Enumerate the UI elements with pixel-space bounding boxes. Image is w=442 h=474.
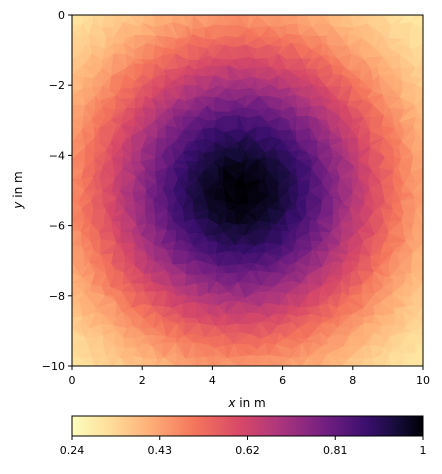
- x-tick-label: 8: [349, 374, 356, 387]
- colorbar-tick-label: 0.62: [235, 444, 260, 457]
- mesh-triangle: [410, 15, 423, 23]
- mesh-triangle: [248, 15, 258, 29]
- mesh-triangle: [121, 15, 133, 23]
- mesh-triangle: [265, 15, 282, 27]
- colorbar-tick-label: 0.43: [148, 444, 173, 457]
- colorbar-tick-label: 0.81: [323, 444, 348, 457]
- mesh-triangle: [366, 15, 385, 25]
- x-tick-label: 2: [139, 374, 146, 387]
- x-tick-label: 0: [69, 374, 76, 387]
- y-axis-label: y in m: [11, 171, 25, 209]
- mesh-triangle: [164, 15, 175, 25]
- mesh-triangle: [142, 15, 156, 24]
- x-tick-label: 4: [209, 374, 216, 387]
- mesh-triangle: [327, 15, 344, 26]
- mesh-triangle: [306, 15, 323, 28]
- plot-area: [72, 15, 423, 366]
- colorbar-gradient: [71, 415, 424, 437]
- mesh-triangle: [82, 15, 95, 25]
- x-tick-label: 10: [416, 374, 430, 387]
- colorbar-ticks: 0.24 0.43 0.62 0.81 1: [60, 436, 427, 457]
- y-tick-label: −4: [49, 149, 65, 162]
- mesh-triangle: [284, 15, 299, 26]
- y-tick-label: −6: [49, 220, 65, 233]
- mesh-triangle: [390, 15, 407, 26]
- plot-frame: [71, 14, 424, 367]
- colorbar-tick-label: 1: [420, 444, 427, 457]
- colorbar-tick-label: 0.24: [60, 444, 85, 457]
- y-tick-label: 0: [58, 9, 65, 22]
- y-tick-label: −2: [49, 79, 65, 92]
- y-axis: 0 −2 −4 −6 −8 −10: [42, 9, 72, 373]
- x-tick-label: 6: [279, 374, 286, 387]
- mesh-triangle: [183, 15, 194, 27]
- mesh-triangle: [224, 15, 239, 26]
- colorbar: 0.24 0.43 0.62 0.81 1: [60, 415, 427, 457]
- x-axis: 0 2 4 6 8 10: [69, 366, 430, 387]
- y-tick-label: −8: [49, 290, 65, 303]
- mesh-triangle: [101, 15, 117, 28]
- y-tick-label: −10: [42, 360, 65, 373]
- x-axis-label: x in m: [227, 396, 265, 410]
- mesh-triangle: [205, 15, 220, 29]
- mesh-triangle: [349, 15, 363, 29]
